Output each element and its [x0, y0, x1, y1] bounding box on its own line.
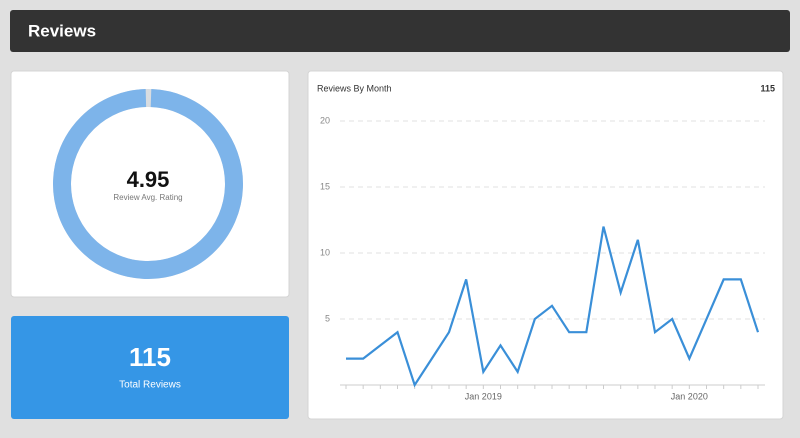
total-value: 115: [129, 342, 171, 372]
y-tick-label: 10: [320, 247, 330, 257]
rating-value: 4.95: [127, 167, 170, 192]
plot: 5 10 15 20 Jan 2019 Jan 2020: [320, 115, 765, 401]
y-tick-label: 5: [325, 313, 330, 323]
y-tick-label: 15: [320, 181, 330, 191]
total-card: [11, 316, 289, 419]
header-title: Reviews: [28, 21, 96, 40]
x-tick-label: Jan 2019: [465, 391, 502, 401]
header-bar: [10, 10, 790, 52]
donut-ring: [52, 88, 243, 279]
chart-total: 115: [760, 83, 775, 93]
y-tick-label: 20: [320, 115, 330, 125]
chart-title: Reviews By Month: [317, 83, 392, 93]
data-line: [346, 226, 760, 388]
x-tick-label: Jan 2020: [671, 391, 708, 401]
rating-label: Review Avg. Rating: [113, 193, 182, 202]
chart-card: [307, 70, 784, 420]
total-label: Total Reviews: [119, 380, 181, 391]
